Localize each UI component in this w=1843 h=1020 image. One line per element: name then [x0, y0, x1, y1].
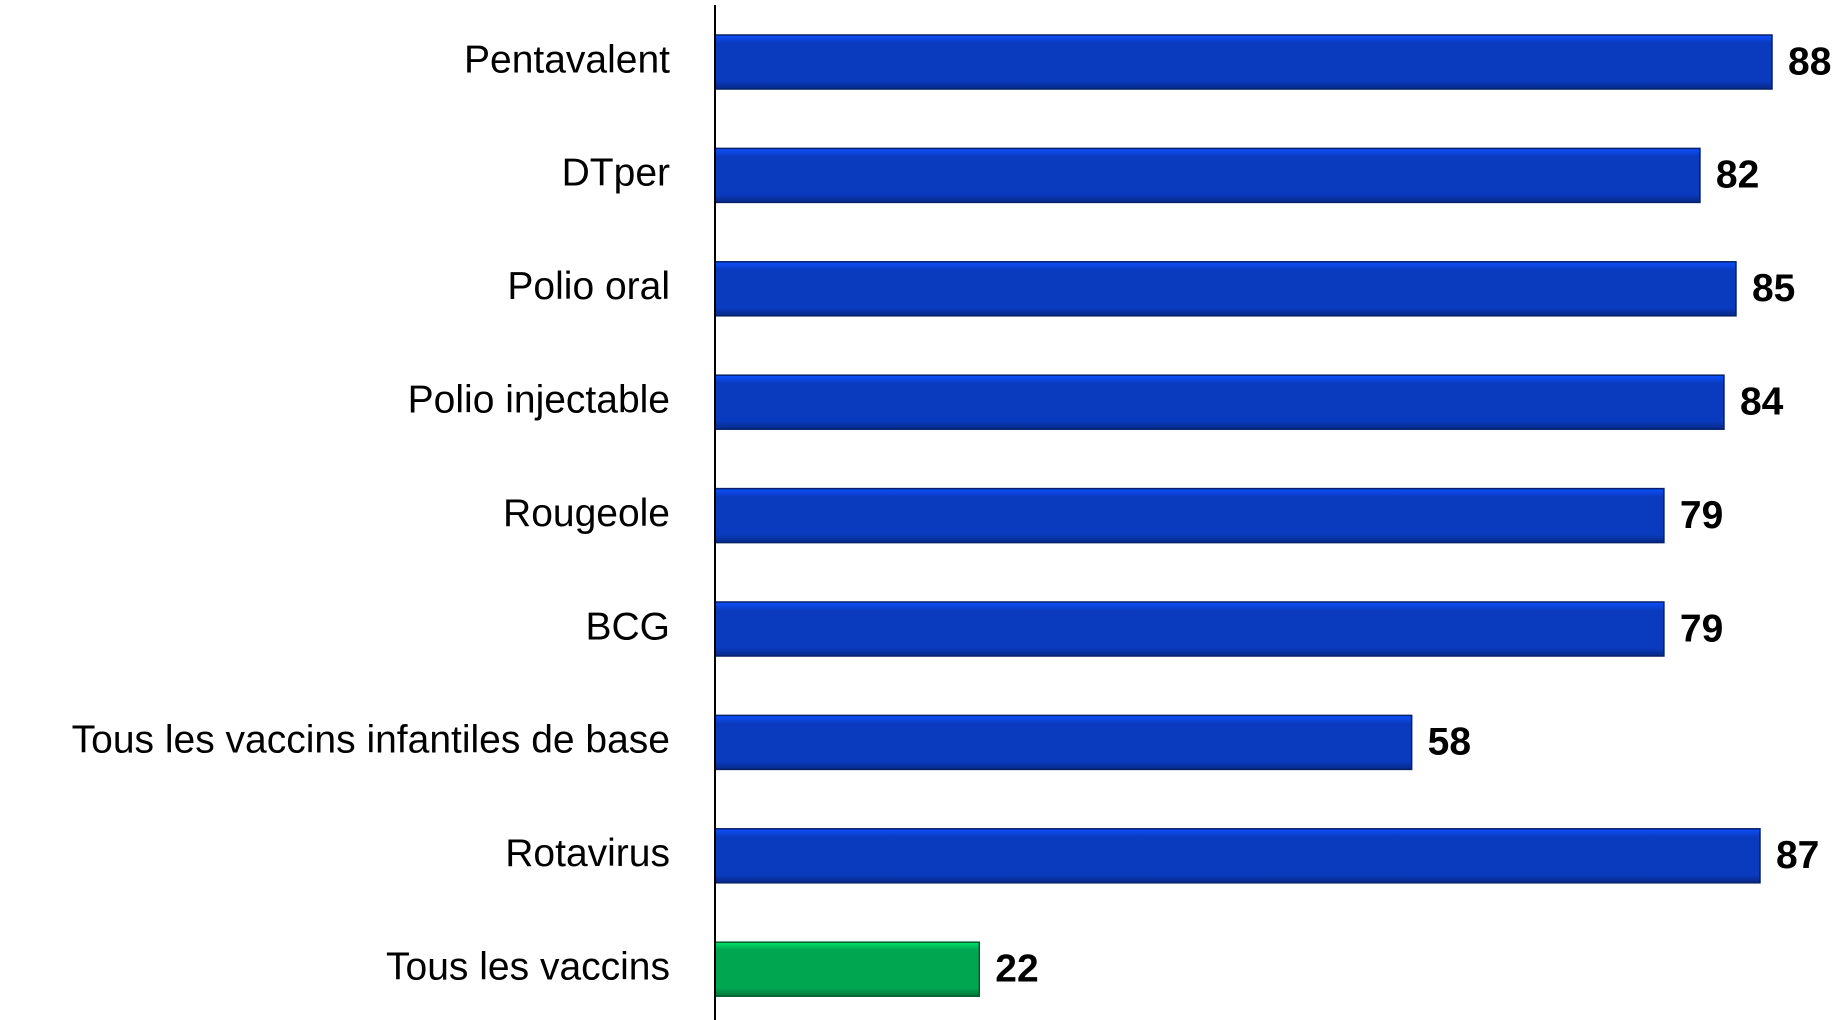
bar	[714, 601, 1665, 657]
bar	[714, 147, 1701, 204]
bar	[714, 34, 1773, 90]
value-label: 88	[1788, 40, 1831, 83]
category-label: Rougeole	[503, 492, 670, 535]
category-label: BCG	[585, 605, 670, 648]
category-label: Polio injectable	[408, 378, 670, 421]
category-label: Tous les vaccins infantiles de base	[72, 719, 670, 762]
value-label: 87	[1776, 834, 1819, 877]
value-label: 84	[1740, 380, 1784, 423]
category-label: Pentavalent	[464, 38, 670, 81]
value-label: 58	[1428, 721, 1471, 764]
category-label: DTper	[562, 152, 670, 195]
category-label: Rotavirus	[505, 832, 670, 875]
value-label: 79	[1680, 607, 1723, 650]
value-label: 22	[995, 947, 1038, 990]
bar	[714, 941, 980, 997]
value-label: 85	[1752, 267, 1795, 310]
value-label: 79	[1680, 494, 1723, 537]
bar	[714, 714, 1413, 771]
bar	[714, 374, 1725, 430]
category-label: Tous les vaccins	[386, 945, 670, 988]
bar	[714, 487, 1665, 544]
bar	[714, 261, 1737, 317]
value-label: 82	[1716, 154, 1759, 197]
bar	[714, 828, 1761, 884]
category-label: Polio oral	[507, 265, 670, 308]
